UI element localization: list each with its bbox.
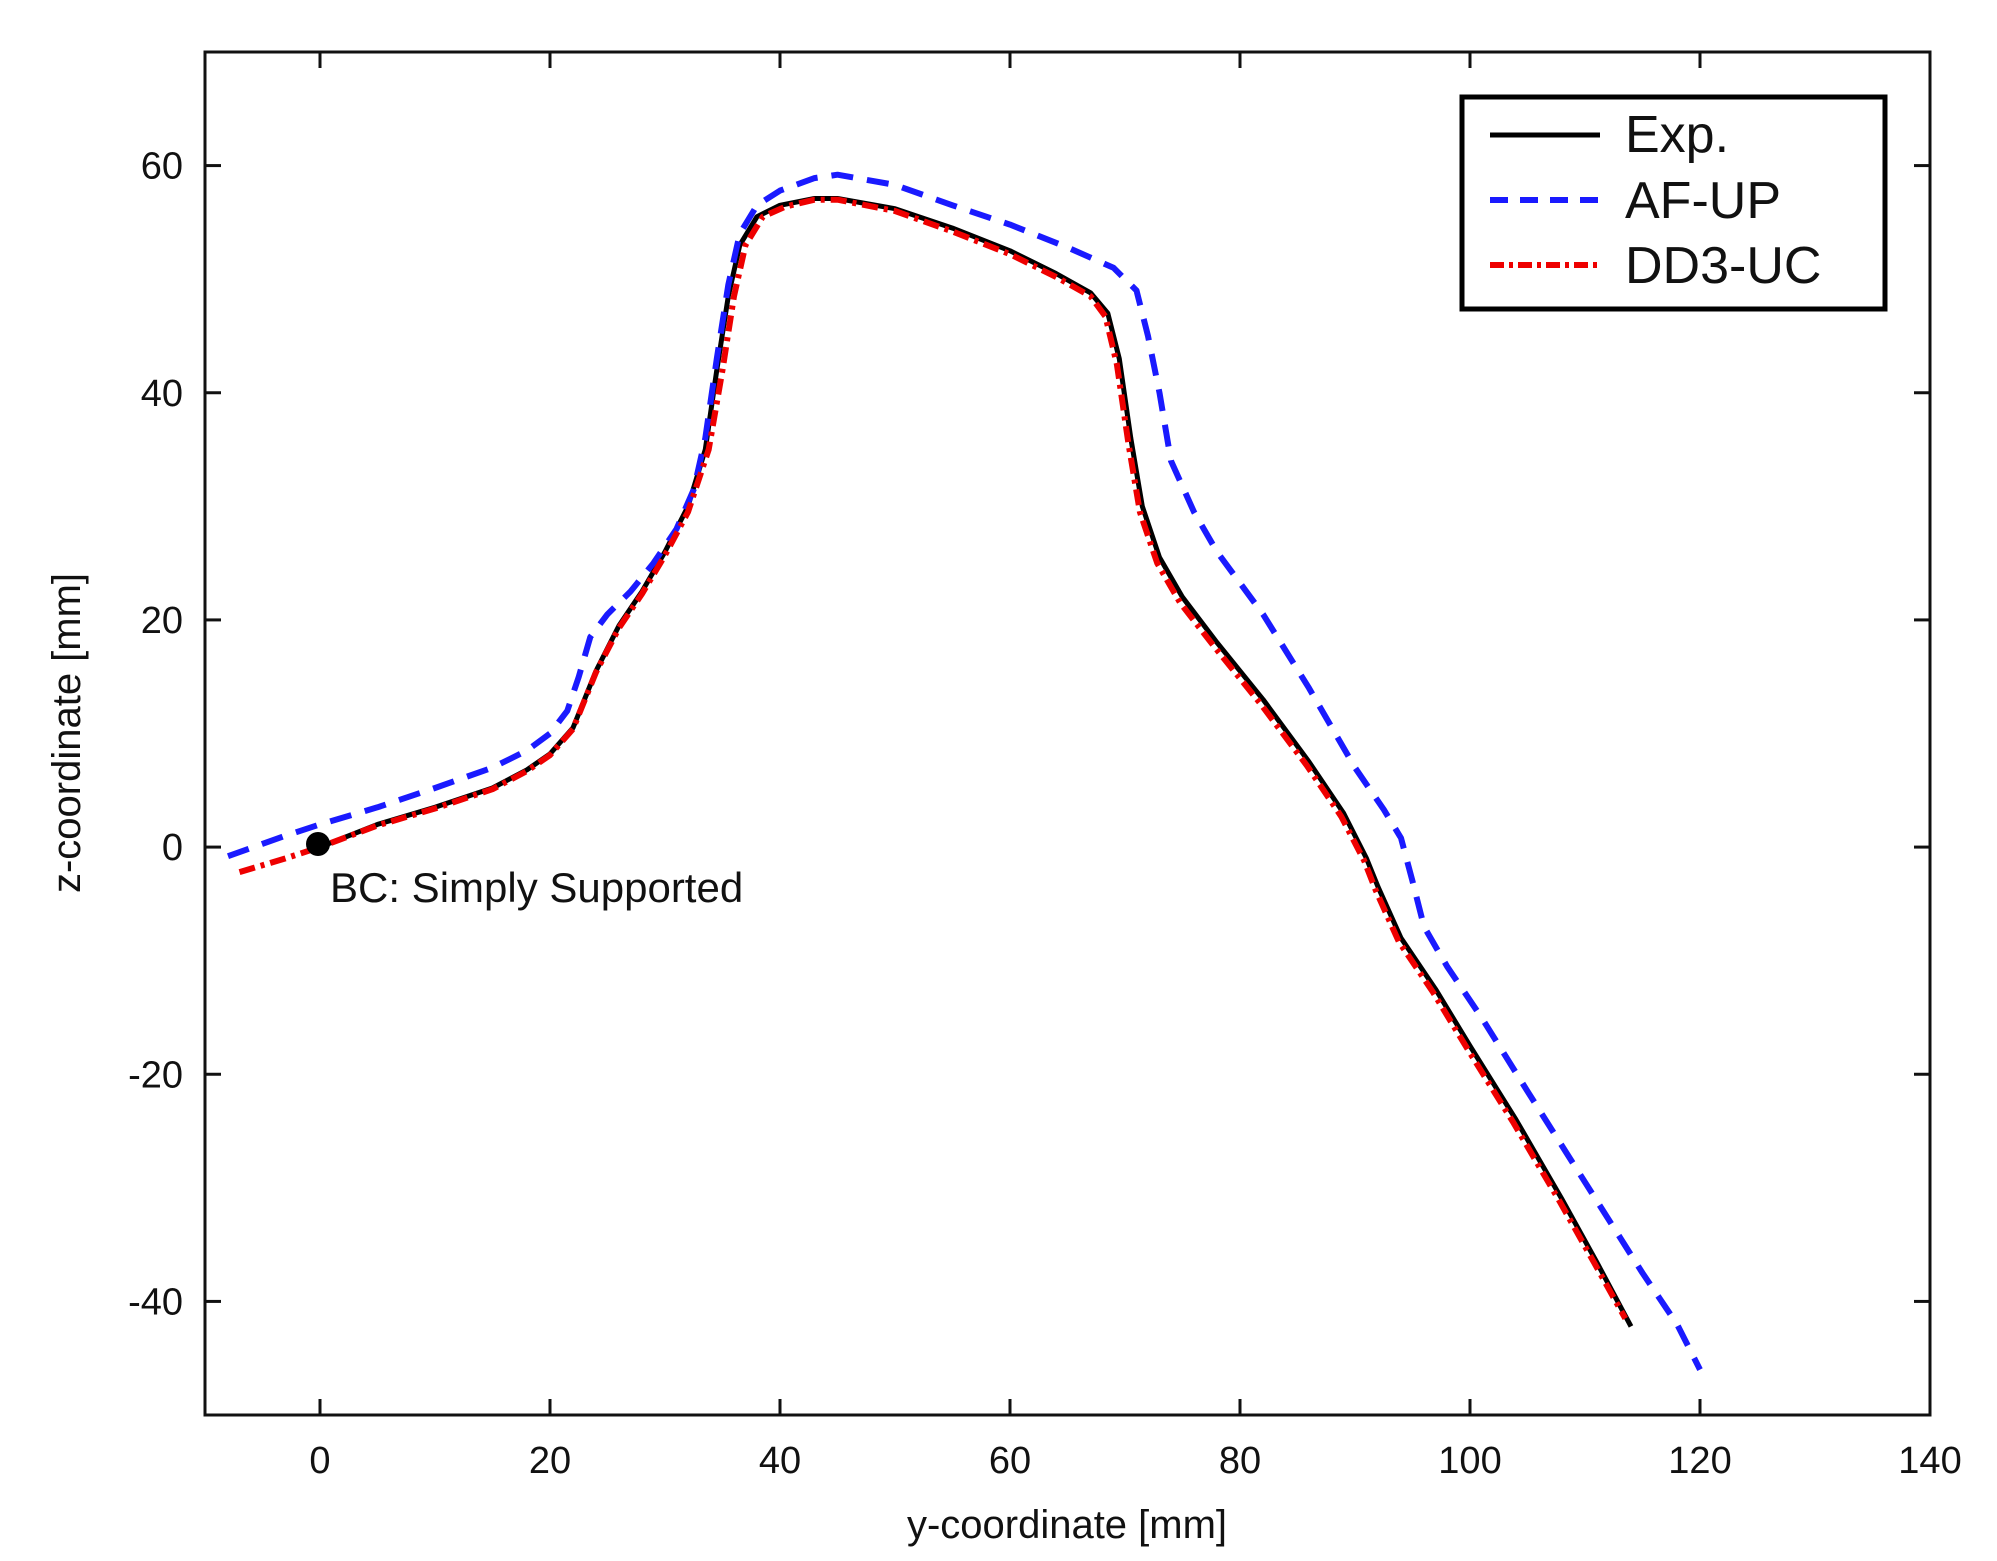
x-axis-ticks: 0 20 40 60 80 100 120 140 — [309, 52, 1962, 1482]
x-tick-label: 20 — [529, 1440, 571, 1482]
annotation-label: BC: Simply Supported — [330, 864, 743, 911]
series-af-up-line — [226, 171, 1703, 1371]
y-axis-ticks: -40 -20 0 20 40 60 — [128, 146, 1930, 1323]
annotation-simply-supported: BC: Simply Supported — [306, 832, 743, 911]
y-tick-label: -20 — [128, 1054, 183, 1096]
x-tick-label: 60 — [989, 1440, 1031, 1482]
y-tick-label: 60 — [141, 146, 183, 188]
legend-label-dd3-uc: DD3-UC — [1625, 237, 1821, 295]
legend-label-exp: Exp. — [1625, 106, 1729, 164]
y-tick-label: 20 — [141, 600, 183, 642]
x-tick-label: 40 — [759, 1440, 801, 1482]
x-tick-label: 0 — [309, 1440, 330, 1482]
x-tick-label: 100 — [1438, 1440, 1501, 1482]
legend-label-af-up: AF-UP — [1625, 172, 1781, 230]
series-layer — [226, 171, 1703, 1371]
y-tick-label: 40 — [141, 373, 183, 415]
plot-area-frame — [203, 50, 1932, 1417]
y-tick-label: 0 — [162, 827, 183, 869]
x-tick-label: 120 — [1668, 1440, 1731, 1482]
x-tick-label: 140 — [1898, 1440, 1961, 1482]
legend: Exp. AF-UP DD3-UC — [1459, 94, 1888, 312]
x-tick-label: 80 — [1219, 1440, 1261, 1482]
series-dd3-uc-line — [238, 196, 1628, 1320]
x-axis-label: y-coordinate [mm] — [907, 1503, 1227, 1547]
y-tick-label: -40 — [128, 1281, 183, 1323]
support-point-marker — [306, 832, 330, 856]
y-axis-label: z-coordinate [mm] — [45, 573, 89, 893]
